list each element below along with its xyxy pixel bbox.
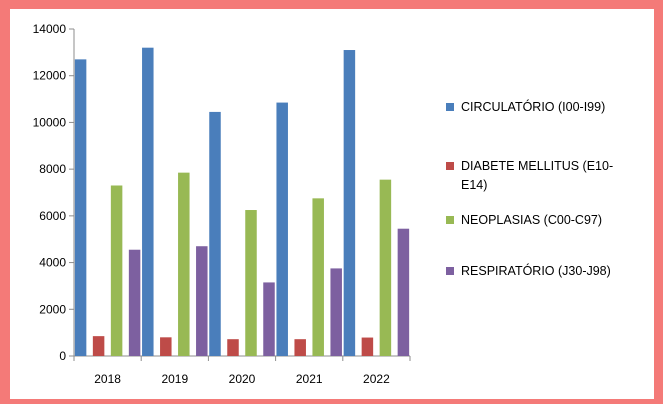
bar (330, 268, 342, 356)
legend-swatch (446, 267, 454, 275)
legend-label: CIRCULATÓRIO (I00-I99) (461, 99, 605, 114)
legend-swatch (446, 103, 454, 111)
legend-label: DIABETE MELLITUS (E10- (461, 159, 613, 173)
chart-panel: 0 2000 4000 6000 8000 10000 12000 14000 2018 2019… (10, 9, 654, 399)
legend-swatch (446, 216, 454, 224)
bar (110, 185, 123, 356)
legend-label: E14) (461, 178, 487, 192)
y-tick-label: 10000 (33, 115, 67, 129)
bar (74, 59, 87, 356)
legend-swatch (446, 162, 454, 170)
y-tick-label: 8000 (39, 162, 66, 176)
bar (294, 339, 306, 356)
y-tick-label: 0 (59, 349, 66, 363)
bar (263, 282, 275, 356)
bar (178, 172, 190, 356)
bar (196, 246, 208, 356)
y-tick-label: 14000 (33, 22, 67, 36)
y-tick-label: 6000 (39, 209, 66, 223)
bar (245, 210, 257, 356)
y-tick-label: 2000 (39, 302, 66, 316)
x-tick-label: 2021 (296, 372, 323, 386)
bar-chart: 0 2000 4000 6000 8000 10000 12000 14000 2018 2019… (33, 22, 614, 386)
y-tick-label: 12000 (33, 69, 67, 83)
x-tick-label: 2018 (94, 372, 121, 386)
bar (361, 337, 374, 356)
x-tick-label: 2022 (363, 372, 390, 386)
bar (397, 228, 410, 356)
bar (312, 198, 324, 356)
bar (209, 111, 221, 357)
x-tick-label: 2020 (229, 372, 256, 386)
x-tick-label: 2019 (161, 372, 188, 386)
bar (343, 50, 356, 357)
bar (276, 102, 288, 356)
legend-label: RESPIRATÓRIO (J30-J98) (461, 263, 611, 278)
bar (160, 337, 172, 356)
bar (379, 179, 392, 356)
legend-label: NEOPLASIAS (C00-C97) (461, 213, 602, 227)
bar (227, 339, 239, 356)
bar (128, 249, 141, 356)
y-tick-label: 4000 (39, 256, 66, 270)
bar (92, 336, 105, 356)
bar (142, 47, 154, 356)
